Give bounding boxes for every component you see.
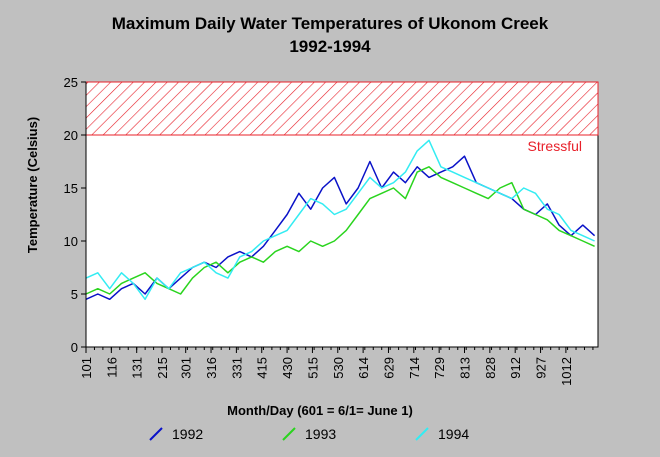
series-layer [85, 139, 596, 301]
x-axis-label: Month/Day (601 = 6/1= June 1) [227, 403, 413, 418]
x-tick-label: 101 [79, 357, 94, 379]
y-tick-label: 20 [64, 128, 78, 143]
x-tick-label: 927 [534, 357, 549, 379]
stressful-threshold-band [85, 81, 599, 136]
y-tick-label: 10 [64, 234, 78, 249]
y-tick-label: 15 [64, 181, 78, 196]
y-tick-label: 0 [71, 340, 78, 355]
legend-swatch-1993 [282, 427, 296, 441]
chart-title-line-1: Maximum Daily Water Temperatures of Ukon… [112, 14, 549, 33]
chart-title-line-2: 1992-1994 [289, 37, 371, 56]
x-tick-label: 301 [179, 357, 194, 379]
x-tick-label: 215 [155, 357, 170, 379]
x-tick-label: 813 [458, 357, 473, 379]
y-axis-label: Temperature (Celsius) [25, 117, 40, 253]
legend-swatch-1994 [415, 427, 429, 441]
x-tick-label: 714 [407, 357, 422, 379]
x-tick-label: 515 [305, 357, 320, 379]
x-tick-label: 729 [432, 357, 447, 379]
legend-swatch-1992 [149, 427, 163, 441]
x-tick-label: 415 [255, 357, 270, 379]
x-axis: 101 116 131 215 301 316 331 415 430 515 530 614 629 7… [79, 346, 598, 386]
legend-label-1992: 1992 [172, 426, 203, 442]
x-tick-label: 614 [356, 357, 371, 379]
stressful-label: Stressful [528, 138, 582, 154]
x-tick-label: 1012 [559, 357, 574, 386]
legend: 1992 1993 1994 [149, 426, 469, 442]
x-tick-label: 430 [280, 357, 295, 379]
x-tick-label: 331 [229, 357, 244, 379]
series-line-1993 [85, 166, 595, 295]
x-tick-label: 629 [381, 357, 396, 379]
y-tick-label: 25 [64, 75, 78, 90]
x-tick-label: 116 [104, 357, 119, 378]
x-tick-label: 912 [508, 357, 523, 379]
x-tick-label: 131 [130, 357, 145, 379]
series-line-1994 [85, 139, 595, 301]
x-tick-label: 530 [331, 357, 346, 379]
legend-label-1994: 1994 [438, 426, 469, 442]
legend-label-1993: 1993 [305, 426, 336, 442]
y-axis: 0 5 10 15 20 25 [64, 75, 87, 355]
y-tick-label: 5 [71, 287, 78, 302]
x-tick-label: 828 [483, 357, 498, 379]
x-tick-label: 316 [204, 357, 219, 379]
